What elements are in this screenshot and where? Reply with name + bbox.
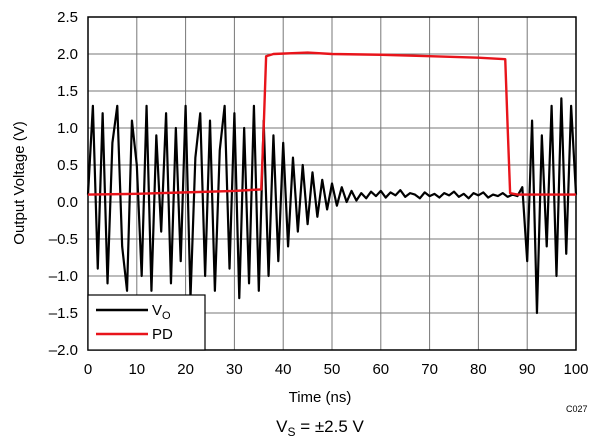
legend-label: VO — [152, 302, 171, 322]
figure-id: C027 — [566, 404, 588, 414]
x-tick-label: 60 — [372, 361, 389, 378]
x-tick-label: 10 — [128, 361, 145, 378]
legend-label: PD — [152, 326, 173, 343]
series-line — [87, 51, 576, 196]
y-tick-label: 2.0 — [57, 46, 78, 63]
x-tick-label: 20 — [177, 361, 194, 378]
y-tick-label: –2.0 — [49, 342, 78, 359]
caption-sub: S — [287, 425, 295, 439]
x-axis-label: Time (ns) — [289, 389, 352, 406]
y-tick-label: 1.5 — [57, 83, 78, 100]
x-tick-label: 100 — [563, 361, 588, 378]
caption-part: V — [276, 417, 288, 436]
x-tick-label: 30 — [226, 361, 243, 378]
x-tick-label: 0 — [84, 361, 92, 378]
y-tick-label: –1.0 — [49, 268, 78, 285]
caption-part: = ±2.5 V — [295, 417, 364, 436]
y-tick-label: –0.5 — [49, 231, 78, 248]
y-tick-label: 0.0 — [57, 194, 78, 211]
y-tick-label: 2.5 — [57, 9, 78, 26]
legend-box — [87, 294, 206, 351]
y-tick-label: –1.5 — [49, 305, 78, 322]
x-tick-label: 50 — [324, 361, 341, 378]
y-tick-label: 1.0 — [57, 120, 78, 137]
x-tick-label: 90 — [519, 361, 536, 378]
y-axis-label: Output Voltage (V) — [11, 121, 28, 244]
x-tick-label: 40 — [275, 361, 292, 378]
caption: VS = ±2.5 V — [276, 417, 364, 439]
x-tick-label: 70 — [421, 361, 438, 378]
series-line — [86, 97, 578, 315]
y-tick-label: 0.5 — [57, 157, 78, 174]
x-tick-label: 80 — [470, 361, 487, 378]
